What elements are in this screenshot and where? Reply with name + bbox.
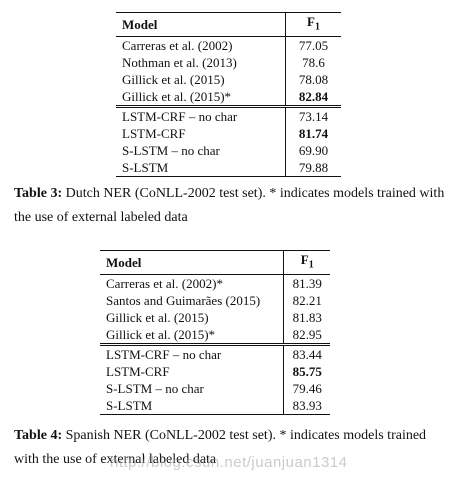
table-row: Carreras et al. (2002) 77.05 (116, 36, 341, 54)
table-row: S-LSTM – no char 79.46 (100, 379, 330, 397)
f1-score-cell: 78.08 (285, 70, 341, 88)
table-row: S-LSTM – no char 69.90 (116, 141, 341, 159)
model-cell: Gillick et al. (2015)* (106, 326, 216, 342)
model-cell: S-LSTM (100, 396, 284, 415)
model-cell: LSTM-CRF – no char (100, 342, 284, 363)
watermark: http://blog.csdn.net/juanjuan1314 (110, 454, 348, 471)
model-cell: Carreras et al. (2002)* (106, 275, 223, 291)
f1-score-cell: 83.44 (283, 342, 330, 363)
f1-score-cell: 73.14 (285, 104, 341, 125)
model-cell: S-LSTM – no char (106, 380, 204, 396)
model-cell: Gillick et al. (2015) (106, 309, 209, 325)
f1-score-cell: 81.74 (285, 124, 341, 142)
model-cell: Carreras et al. (2002) (122, 37, 233, 53)
table-row: Gillick et al. (2015) 81.83 (100, 308, 330, 326)
table-row: LSTM-CRF 85.75 (100, 362, 330, 380)
table-row: LSTM-CRF – no char 83.44 (100, 342, 330, 363)
model-cell: Gillick et al. (2015)* (122, 88, 232, 104)
model-cell: Gillick et al. (2015) (122, 71, 225, 87)
model-column-header: Model (116, 12, 286, 37)
f1-score-cell: 82.84 (285, 87, 341, 107)
f1-score-cell: 81.83 (283, 308, 330, 326)
f1-score-cell: 77.05 (285, 36, 341, 54)
f1-score-cell: 85.75 (283, 362, 330, 380)
table-row: Carreras et al. (2002)* 81.39 (100, 274, 330, 292)
f1-score-cell: 81.39 (283, 274, 330, 292)
f1-column-header: F1 (285, 12, 341, 37)
model-cell: S-LSTM (116, 158, 286, 177)
f1-score-cell: 79.46 (283, 379, 330, 397)
table-row: Santos and Guimarães (2015) 82.21 (100, 291, 330, 309)
model-cell: Nothman et al. (2013) (122, 54, 237, 70)
table-4: Model F1 Carreras et al. (2002)* 81.39 San… (100, 250, 330, 415)
table-row: S-LSTM 83.93 (100, 396, 330, 415)
table-row: S-LSTM 79.88 (116, 158, 341, 177)
model-cell: LSTM-CRF (122, 125, 186, 141)
model-cell: S-LSTM – no char (122, 142, 220, 158)
f1-score-cell: 82.95 (283, 325, 330, 345)
table-row: LSTM-CRF – no char 73.14 (116, 104, 341, 125)
f1-score-cell: 83.93 (283, 396, 330, 415)
table-4-caption: Table 4: Spanish NER (CoNLL-2002 test se… (14, 428, 427, 467)
f1-score-cell: 69.90 (285, 141, 341, 159)
table-row: Gillick et al. (2015) 78.08 (116, 70, 341, 88)
table-3-group-1: Carreras et al. (2002) 77.05 Nothman et al… (116, 36, 341, 107)
model-cell: Santos and Guimarães (2015) (106, 292, 261, 308)
model-cell: LSTM-CRF (106, 363, 170, 379)
table-row: Gillick et al. (2015)* 82.84 (116, 87, 341, 107)
table-row: LSTM-CRF 81.74 (116, 124, 341, 142)
table-4-group-1: Carreras et al. (2002)* 81.39 Santos and G… (100, 274, 330, 345)
table-row: Nothman et al. (2013) 78.6 (116, 53, 341, 71)
f1-score-cell: 78.6 (285, 53, 341, 71)
table-3-caption: Table 3: Dutch NER (CoNLL-2002 test set)… (14, 186, 445, 225)
f1-score-cell: 79.88 (285, 158, 341, 177)
f1-score-cell: 82.21 (283, 291, 330, 309)
table-3-group-2: LSTM-CRF – no char 73.14 LSTM-CRF 81.74 S-LS… (116, 104, 341, 177)
f1-column-header: F1 (283, 250, 330, 275)
table-3: Model F1 Carreras et al. (2002) 77.05 Noth… (116, 12, 341, 177)
table-row: Gillick et al. (2015)* 82.95 (100, 325, 330, 345)
table-4-group-2: LSTM-CRF – no char 83.44 LSTM-CRF 85.75 S-LS… (100, 342, 330, 415)
model-cell: LSTM-CRF – no char (116, 104, 286, 125)
model-column-header: Model (100, 250, 284, 275)
